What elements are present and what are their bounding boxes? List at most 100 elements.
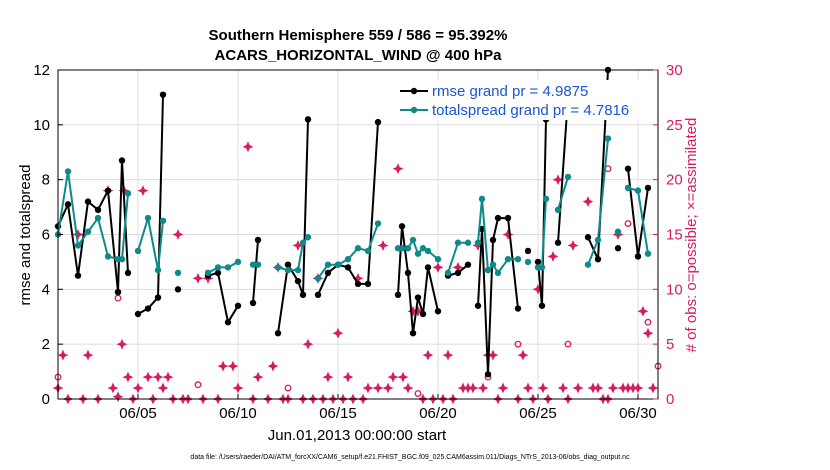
spread-point: [174, 269, 182, 277]
chart-title-line-1: Southern Hemisphere 559 / 586 = 95.392%: [209, 27, 508, 44]
rmse-series-line: [557, 97, 569, 243]
rmse-series-line: [477, 217, 519, 376]
obs-assimilated-marker: [387, 371, 399, 383]
legend: rmse grand pr = 4.9875 totalspread grand…: [385, 80, 651, 120]
obs-assimilated-marker: [142, 371, 154, 383]
x-tick-label: 06/20: [419, 405, 457, 422]
rmse-point: [294, 277, 302, 285]
obs-assimilated-marker: [372, 382, 384, 394]
rmse-point: [314, 291, 322, 299]
obs-possible-marker: [194, 381, 202, 389]
rmse-point: [534, 258, 542, 266]
rmse-point: [394, 291, 402, 299]
spread-point: [64, 168, 72, 175]
obs-assimilated-marker: [382, 382, 394, 394]
obs-assimilated-marker: [132, 382, 144, 394]
obs-assimilated-marker: [152, 371, 164, 383]
spread-point: [404, 245, 412, 252]
rmse-point: [398, 223, 406, 230]
obs-assimilated-marker: [267, 360, 279, 372]
obs-assimilated-marker: [647, 382, 659, 394]
obs-assimilated-marker: [342, 371, 354, 383]
spread-series-line: [57, 170, 129, 261]
rmse-point: [299, 291, 307, 299]
obs-possible-marker: [624, 220, 632, 227]
obs-assimilated-marker: [217, 360, 229, 372]
y-right-tick-label: 25: [666, 117, 683, 134]
rmse-point: [134, 310, 142, 318]
rmse-point: [254, 236, 262, 244]
rmse-point: [614, 245, 622, 252]
rmse-point: [234, 302, 242, 309]
chart-title-line-2: ACARS_HORIZONTAL_WIND @ 400 hPa: [215, 47, 503, 64]
legend-marker-spread: [410, 106, 418, 114]
rmse-point: [64, 201, 72, 208]
spread-point: [489, 261, 497, 268]
rmse-point: [624, 165, 632, 172]
obs-possible-marker: [414, 390, 422, 397]
obs-possible-marker: [564, 340, 572, 348]
obs-assimilated-marker: [172, 229, 184, 240]
axis-ticks: 06/05 06/10 06/15 06/20 06/25 06/30 0 2 4 6 8 10 12 0…: [33, 62, 682, 422]
rmse-point: [584, 234, 592, 241]
obs-possible-marker: [284, 384, 292, 392]
obs-assimilated-marker: [252, 371, 264, 383]
spread-point: [604, 135, 612, 142]
spread-point: [294, 266, 302, 274]
rmse-point: [94, 206, 102, 214]
spread-point: [614, 228, 622, 235]
rmse-point: [284, 261, 292, 268]
y-left-tick-label: 4: [42, 281, 50, 298]
rmse-point: [174, 286, 182, 293]
rmse-point: [538, 302, 546, 309]
rmse-point: [554, 239, 562, 246]
spread-point: [584, 261, 592, 268]
spread-point: [554, 206, 562, 214]
rmse-point: [424, 264, 432, 271]
y-right-tick-label: 30: [666, 62, 683, 79]
obs-assimilated-marker: [487, 349, 499, 361]
legend-label-rmse: rmse grand pr = 4.9875: [432, 83, 588, 100]
spread-point: [409, 236, 417, 244]
y-right-tick-label: 10: [666, 281, 683, 298]
rmse-series-line: [252, 239, 259, 304]
obs-assimilated-marker: [302, 338, 314, 350]
spread-point: [344, 255, 352, 263]
rmse-point: [484, 371, 492, 378]
obs-assimilated-marker: [477, 382, 489, 394]
spread-point: [304, 234, 312, 241]
rmse-point: [504, 214, 512, 222]
spread-point: [124, 190, 132, 197]
y-left-tick-label: 0: [42, 391, 50, 408]
spread-point: [74, 242, 82, 249]
spread-point: [224, 264, 232, 271]
obs-possible-marker: [514, 340, 522, 348]
x-tick-label: 06/30: [619, 405, 657, 422]
rmse-point: [344, 264, 352, 271]
obs-assimilated-marker: [116, 338, 128, 350]
obs-count-markers: [52, 141, 662, 405]
obs-assimilated-marker: [592, 382, 604, 394]
obs-assimilated-marker: [72, 229, 84, 240]
x-tick-label: 06/10: [219, 405, 257, 422]
obs-assimilated-marker: [452, 261, 464, 273]
legend-label-spread: totalspread grand pr = 4.7816: [432, 102, 629, 119]
obs-assimilated-marker: [552, 174, 564, 186]
obs-assimilated-marker: [422, 349, 434, 361]
spread-point: [354, 245, 362, 252]
spread-point: [494, 269, 502, 277]
obs-possible-marker: [644, 318, 652, 326]
rmse-point: [249, 299, 257, 307]
spread-point: [249, 261, 257, 268]
rmse-point: [159, 91, 167, 98]
spread-point: [374, 220, 382, 227]
obs-assimilated-marker: [582, 196, 594, 208]
spread-point: [474, 239, 482, 246]
rmse-point: [214, 269, 222, 277]
spread-point: [214, 264, 222, 271]
obs-assimilated-marker: [522, 382, 534, 394]
data-series: [54, 66, 652, 378]
spread-point: [94, 214, 102, 222]
obs-assimilated-marker: [157, 382, 169, 394]
